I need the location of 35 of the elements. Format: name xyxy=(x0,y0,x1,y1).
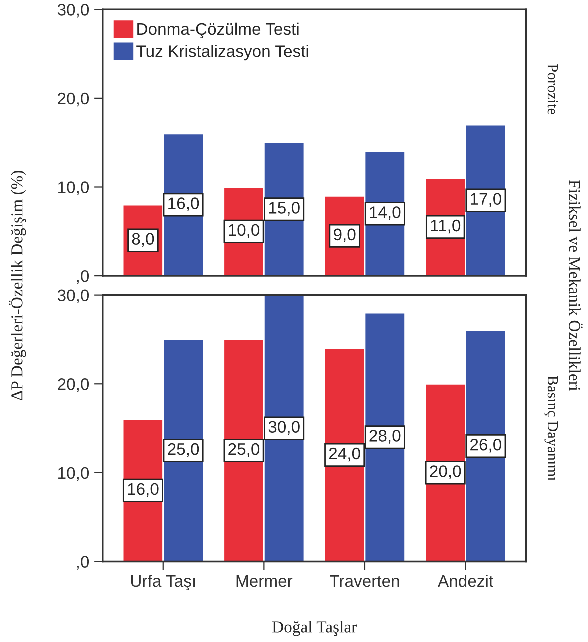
data-label: 8,0 xyxy=(132,233,154,247)
y-axis-title: ΔP Değerleri-Özellik Değişim (%) xyxy=(9,170,26,400)
y-tick-label: ,0 xyxy=(77,556,90,570)
y-tick-label: 10,0 xyxy=(58,182,90,196)
data-label: 16,0 xyxy=(168,198,200,212)
data-label: 26,0 xyxy=(470,438,502,453)
data-label: 20,0 xyxy=(430,466,462,480)
data-label: 14,0 xyxy=(370,206,401,220)
y-tick-label: 20,0 xyxy=(58,92,90,107)
y-tick-label: 20,0 xyxy=(58,378,90,392)
text: Porozite xyxy=(548,64,558,114)
legend-label: Donma-Çözülme Testi xyxy=(138,22,299,38)
y-tick-label: 30,0 xyxy=(58,4,90,18)
text: Basınç Dayanımı xyxy=(544,376,558,482)
data-label: 16,0 xyxy=(128,483,159,498)
data-label: 28,0 xyxy=(370,430,401,444)
x-tick-label: Andezit xyxy=(438,574,494,588)
data-label: 24,0 xyxy=(329,448,360,462)
data-label: 10,0 xyxy=(229,224,260,238)
data-label: 9,0 xyxy=(334,228,356,243)
data-label: 17,0 xyxy=(470,193,502,208)
data-label: 11,0 xyxy=(431,220,461,234)
y-tick-label: 10,0 xyxy=(58,467,90,482)
data-label: 15,0 xyxy=(269,202,300,216)
legend-label: Tuz Kristalizasyon Testi xyxy=(136,45,308,61)
y-tick-label: ,0 xyxy=(77,270,90,284)
x-axis-title: Doğal Taşlar xyxy=(272,621,357,636)
data-label: 25,0 xyxy=(228,443,260,458)
data-label: 30,0 xyxy=(268,421,300,435)
x-tick-label: Mermer xyxy=(236,576,293,588)
x-tick-label: Traverten xyxy=(330,576,400,588)
y-tick-label: 30,0 xyxy=(58,290,90,304)
data-label: 25,0 xyxy=(168,443,200,458)
x-tick-label: Urfa Taşı xyxy=(131,574,195,591)
text: Fiziksel ve Mekanik Özellikleri xyxy=(569,180,583,392)
